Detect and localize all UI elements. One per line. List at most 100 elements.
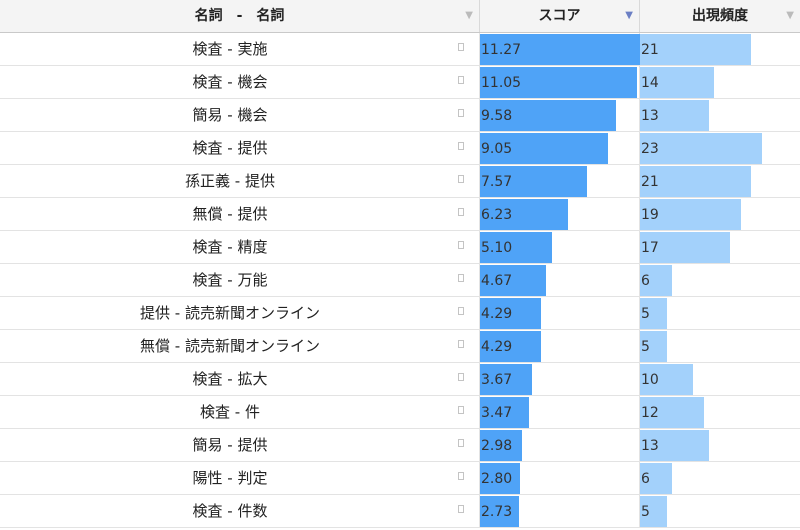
column-header-pair[interactable]: 名詞 - 名詞 ▼ bbox=[0, 0, 480, 32]
pair-label: 検査 - 件数 bbox=[192, 502, 268, 520]
pair-cell: 無償 - 提供 bbox=[0, 198, 480, 230]
freq-bar bbox=[640, 265, 672, 296]
row-checkbox-icon[interactable] bbox=[458, 505, 464, 513]
row-checkbox-icon[interactable] bbox=[458, 76, 464, 84]
pair-label: 検査 - 機会 bbox=[192, 73, 268, 91]
row-checkbox-icon[interactable] bbox=[458, 472, 464, 480]
pair-cell: 提供 - 読売新聞オンライン bbox=[0, 297, 480, 329]
freq-cell: 23 bbox=[640, 132, 800, 164]
row-checkbox-icon[interactable] bbox=[458, 406, 464, 414]
freq-cell: 14 bbox=[640, 66, 800, 98]
score-bar bbox=[480, 430, 522, 461]
pair-label: 検査 - 拡大 bbox=[192, 370, 268, 388]
score-bar bbox=[480, 67, 637, 98]
freq-cell: 21 bbox=[640, 33, 800, 65]
row-checkbox-icon[interactable] bbox=[458, 307, 464, 315]
freq-value: 17 bbox=[641, 240, 659, 256]
score-bar bbox=[480, 298, 541, 329]
score-value: 4.67 bbox=[481, 273, 513, 289]
table-row[interactable]: 検査 - 機会 11.05 14 bbox=[0, 66, 800, 99]
score-value: 4.29 bbox=[481, 339, 513, 355]
table-row[interactable]: 簡易 - 機会 9.58 13 bbox=[0, 99, 800, 132]
row-checkbox-icon[interactable] bbox=[458, 340, 464, 348]
score-bar bbox=[480, 496, 519, 527]
row-checkbox-icon[interactable] bbox=[458, 175, 464, 183]
table-row[interactable]: 検査 - 精度 5.10 17 bbox=[0, 231, 800, 264]
pair-cell: 簡易 - 機会 bbox=[0, 99, 480, 131]
score-cell: 4.67 bbox=[480, 264, 640, 296]
score-value: 11.27 bbox=[481, 42, 522, 58]
pair-cell: 検査 - 実施 bbox=[0, 33, 480, 65]
row-checkbox-icon[interactable] bbox=[458, 208, 464, 216]
score-value: 3.67 bbox=[481, 372, 513, 388]
pair-label: 検査 - 精度 bbox=[192, 238, 268, 256]
score-bar bbox=[480, 199, 568, 230]
table-row[interactable]: 検査 - 拡大 3.67 10 bbox=[0, 363, 800, 396]
freq-value: 6 bbox=[641, 273, 650, 289]
table-row[interactable]: 簡易 - 提供 2.98 13 bbox=[0, 429, 800, 462]
pair-cell: 検査 - 万能 bbox=[0, 264, 480, 296]
score-bar bbox=[480, 364, 532, 395]
freq-bar bbox=[640, 364, 693, 395]
table-row[interactable]: 検査 - 実施 11.27 21 bbox=[0, 33, 800, 66]
score-cell: 3.47 bbox=[480, 396, 640, 428]
freq-bar bbox=[640, 34, 751, 65]
freq-bar bbox=[640, 67, 714, 98]
column-header-score-label: スコア bbox=[538, 8, 581, 24]
column-header-score[interactable]: スコア ▼ bbox=[480, 0, 640, 32]
freq-bar bbox=[640, 166, 751, 197]
freq-value: 13 bbox=[641, 108, 659, 124]
freq-value: 23 bbox=[641, 141, 659, 157]
freq-bar bbox=[640, 133, 762, 164]
row-checkbox-icon[interactable] bbox=[458, 373, 464, 381]
row-checkbox-icon[interactable] bbox=[458, 142, 464, 150]
freq-bar bbox=[640, 100, 709, 131]
column-header-freq-label: 出現頻度 bbox=[692, 8, 748, 24]
score-bar bbox=[480, 397, 529, 428]
pair-cell: 陽性 - 判定 bbox=[0, 462, 480, 494]
sort-icon[interactable]: ▼ bbox=[786, 10, 794, 21]
score-bar bbox=[480, 34, 640, 65]
row-checkbox-icon[interactable] bbox=[458, 439, 464, 447]
row-checkbox-icon[interactable] bbox=[458, 274, 464, 282]
row-checkbox-icon[interactable] bbox=[458, 109, 464, 117]
freq-cell: 12 bbox=[640, 396, 800, 428]
score-bar bbox=[480, 100, 616, 131]
pair-label: 無償 - 提供 bbox=[192, 205, 268, 223]
freq-value: 14 bbox=[641, 75, 659, 91]
table-row[interactable]: 検査 - 提供 9.05 23 bbox=[0, 132, 800, 165]
sort-icon[interactable]: ▼ bbox=[625, 10, 633, 21]
row-checkbox-icon[interactable] bbox=[458, 43, 464, 51]
table-row[interactable]: 検査 - 件 3.47 12 bbox=[0, 396, 800, 429]
pair-label: 検査 - 件 bbox=[200, 403, 260, 421]
table-row[interactable]: 検査 - 万能 4.67 6 bbox=[0, 264, 800, 297]
score-value: 4.29 bbox=[481, 306, 513, 322]
sort-icon[interactable]: ▼ bbox=[465, 10, 473, 21]
score-cell: 9.05 bbox=[480, 132, 640, 164]
column-header-freq[interactable]: 出現頻度 ▼ bbox=[640, 0, 800, 32]
freq-value: 21 bbox=[641, 42, 659, 58]
table-row[interactable]: 検査 - 件数 2.73 5 bbox=[0, 495, 800, 528]
table-row[interactable]: 提供 - 読売新聞オンライン 4.29 5 bbox=[0, 297, 800, 330]
freq-bar bbox=[640, 397, 704, 428]
table-row[interactable]: 無償 - 読売新聞オンライン 4.29 5 bbox=[0, 330, 800, 363]
score-bar bbox=[480, 331, 541, 362]
pair-label: 簡易 - 機会 bbox=[192, 106, 268, 124]
freq-cell: 6 bbox=[640, 462, 800, 494]
score-value: 9.58 bbox=[481, 108, 513, 124]
freq-value: 5 bbox=[641, 339, 650, 355]
score-value: 5.10 bbox=[481, 240, 513, 256]
column-header-pair-label: 名詞 - 名詞 bbox=[194, 8, 285, 24]
row-checkbox-icon[interactable] bbox=[458, 241, 464, 249]
freq-cell: 13 bbox=[640, 429, 800, 461]
score-bar bbox=[480, 133, 608, 164]
pair-cell: 検査 - 機会 bbox=[0, 66, 480, 98]
table-row[interactable]: 孫正義 - 提供 7.57 21 bbox=[0, 165, 800, 198]
score-cell: 4.29 bbox=[480, 330, 640, 362]
score-cell: 2.73 bbox=[480, 495, 640, 527]
pair-label: 簡易 - 提供 bbox=[192, 436, 268, 454]
table-row[interactable]: 無償 - 提供 6.23 19 bbox=[0, 198, 800, 231]
freq-value: 5 bbox=[641, 306, 650, 322]
table-body: 検査 - 実施 11.27 21 検査 - 機会 11.05 14 簡易 - 機会 9.58 1… bbox=[0, 33, 800, 528]
table-row[interactable]: 陽性 - 判定 2.80 6 bbox=[0, 462, 800, 495]
